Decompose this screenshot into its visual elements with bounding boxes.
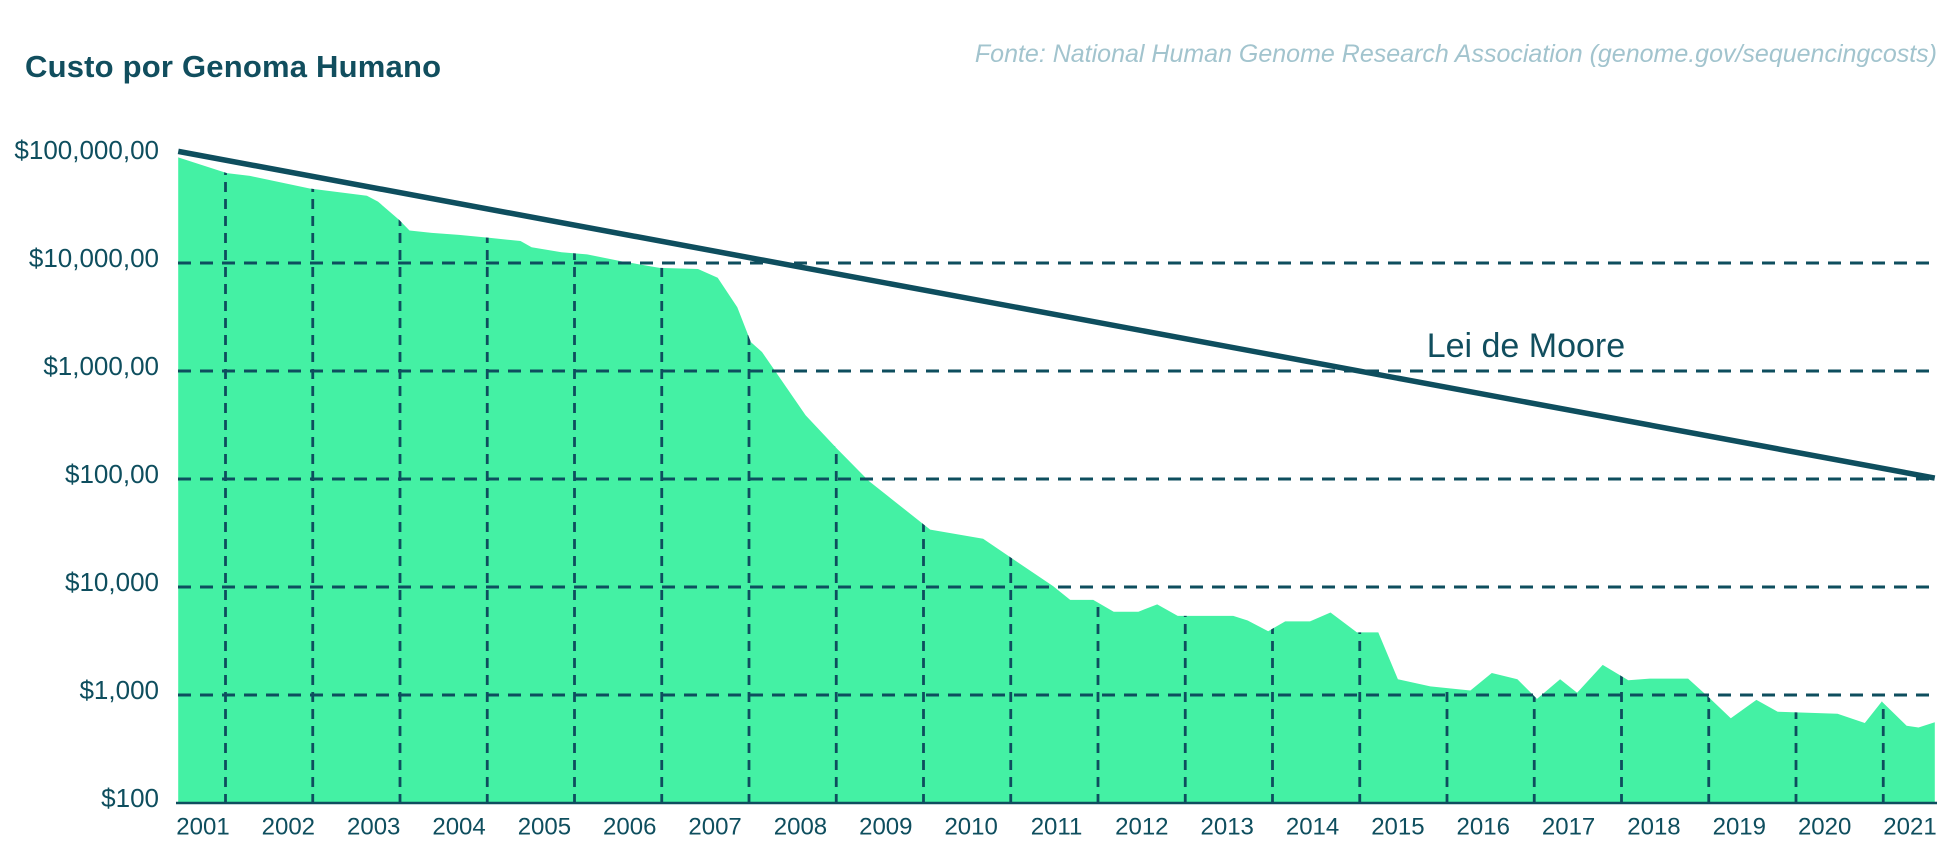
x-tick-label: 2017 [1542,814,1595,841]
x-tick-label: 2019 [1713,814,1766,841]
chart-title: Custo por Genoma Humano [25,48,442,84]
y-tick-label: $100,00 [65,459,159,489]
x-tick-label: 2007 [688,814,741,841]
x-tick-label: 2006 [603,814,656,841]
x-tick-label: 2008 [774,814,827,841]
y-tick-label: $10,000 [65,567,159,597]
moore-law-label: Lei de Moore [1427,327,1625,365]
y-tick-label: $1,000 [79,675,159,705]
x-tick-label: 2016 [1457,814,1510,841]
x-tick-label: 2002 [262,814,315,841]
y-tick-label: $1,000,00 [43,351,159,381]
x-tick-label: 2014 [1286,814,1339,841]
x-tick-label: 2005 [518,814,571,841]
x-tick-label: 2015 [1371,814,1424,841]
x-tick-label: 2018 [1627,814,1680,841]
x-tick-label: 2013 [1201,814,1254,841]
x-tick-label: 2009 [859,814,912,841]
cost-area-series [178,157,1935,803]
x-tick-label: 2021 [1883,814,1936,841]
y-tick-label: $10,000,00 [29,243,159,273]
x-tick-label: 2003 [347,814,400,841]
moore-law-line [177,148,1936,481]
y-tick-label: $100 [101,783,159,813]
x-tick-label: 2004 [432,814,485,841]
x-tick-label: 2020 [1798,814,1851,841]
x-tick-label: 2001 [176,814,229,841]
x-tick-label: 2012 [1115,814,1168,841]
x-tick-label: 2010 [944,814,997,841]
x-tick-label: 2011 [1031,814,1083,841]
y-tick-label: $100,000,00 [14,135,159,165]
source-note: Fonte: National Human Genome Research As… [974,40,1937,68]
